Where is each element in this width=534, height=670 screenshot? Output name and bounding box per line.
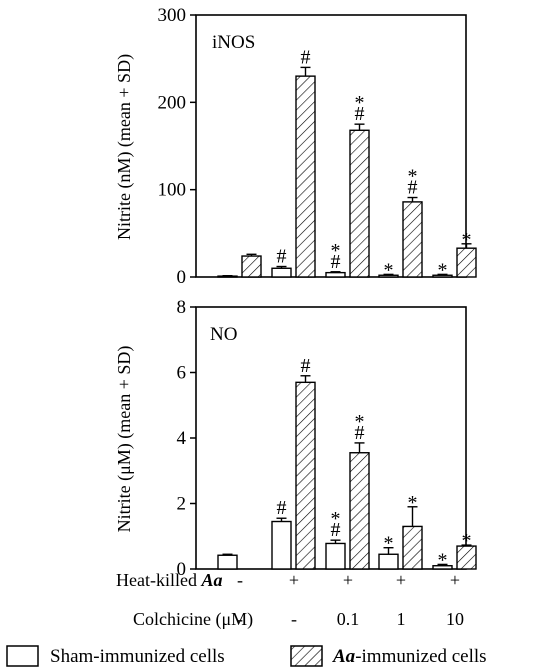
colchicine-value: 0.1 — [337, 609, 360, 629]
heat-killed-label-aa: Aa — [200, 570, 222, 590]
bar-sham — [271, 267, 292, 278]
significance-star: * — [355, 92, 365, 114]
panel-inos-ylabel: Nitrite (nM) (mean + SD) — [114, 54, 135, 240]
y-tick-label: 8 — [177, 297, 187, 318]
heat-killed-value: - — [237, 570, 243, 590]
significance-star: * — [384, 259, 394, 281]
significance-hash: # — [301, 355, 311, 377]
significance-star: * — [438, 259, 448, 281]
legend-aa-text: -immunized cells — [355, 646, 486, 667]
colchicine-value: 10 — [446, 609, 464, 629]
y-tick-label: 300 — [158, 5, 187, 26]
significance-hash: # — [277, 246, 287, 268]
significance-star: * — [331, 508, 341, 530]
bar-aa — [349, 129, 370, 278]
colchicine-value: 1 — [397, 609, 406, 629]
y-tick-label: 100 — [158, 180, 187, 201]
significance-star: * — [438, 549, 448, 571]
legend-aa-swatch — [290, 645, 323, 667]
panel-inos-label: iNOS — [212, 32, 255, 53]
bar-aa — [402, 201, 423, 278]
bar-sham — [217, 554, 238, 570]
significance-star: * — [331, 240, 341, 262]
legend-sham-swatch — [6, 645, 39, 667]
colchicine-value: - — [237, 609, 243, 629]
bar-sham — [325, 542, 346, 570]
bar-aa — [456, 247, 477, 278]
significance-star: * — [408, 492, 418, 514]
bar-aa — [295, 381, 316, 570]
significance-hash: # — [301, 46, 311, 68]
y-tick-label: 2 — [177, 494, 187, 515]
bar-sham — [271, 520, 292, 570]
bar-aa — [402, 525, 423, 570]
significance-hash: # — [408, 177, 418, 199]
heat-killed-label-text: Heat-killed — [116, 570, 201, 590]
colchicine-value: - — [291, 609, 297, 629]
y-tick-label: 4 — [177, 428, 187, 449]
legend-sham-label: Sham-immunized cells — [50, 646, 225, 667]
bar-sham — [378, 553, 399, 570]
significance-star: * — [384, 533, 394, 555]
panel-no-label: NO — [210, 324, 237, 345]
bar-sham — [325, 271, 346, 278]
significance-star: * — [355, 411, 365, 433]
condition-values: - + + + + - - 0.1 1 10 — [237, 570, 464, 629]
legend-aa-label: Aa-immunized cells — [332, 646, 487, 667]
significance-hash: # — [331, 251, 341, 273]
bar-aa — [241, 255, 262, 278]
bar-aa — [349, 452, 370, 570]
legend-aa-italic: Aa — [332, 646, 356, 667]
significance-star: * — [462, 530, 472, 552]
colchicine-label: Colchicine (μM) — [133, 609, 253, 630]
significance-star: * — [408, 166, 418, 188]
panel-no-ylabel: Nitrite (μM) (mean + SD) — [114, 346, 135, 533]
heat-killed-value: + — [396, 570, 406, 590]
bar-aa — [295, 75, 316, 278]
heat-killed-value: + — [450, 570, 460, 590]
y-tick-label: 0 — [177, 267, 187, 288]
panel-inos-frame — [195, 14, 467, 278]
heat-killed-value: + — [343, 570, 353, 590]
heat-killed-value: + — [289, 570, 299, 590]
significance-hash: # — [355, 103, 365, 125]
y-tick-label: 200 — [158, 92, 187, 113]
heat-killed-label: Heat-killed Aa — [116, 570, 222, 590]
significance-hash: # — [277, 497, 287, 519]
significance-hash: # — [355, 422, 365, 444]
y-tick-label: 6 — [177, 363, 187, 384]
significance-star: * — [462, 229, 472, 251]
significance-hash: # — [331, 519, 341, 541]
y-tick-label: 0 — [177, 559, 187, 580]
